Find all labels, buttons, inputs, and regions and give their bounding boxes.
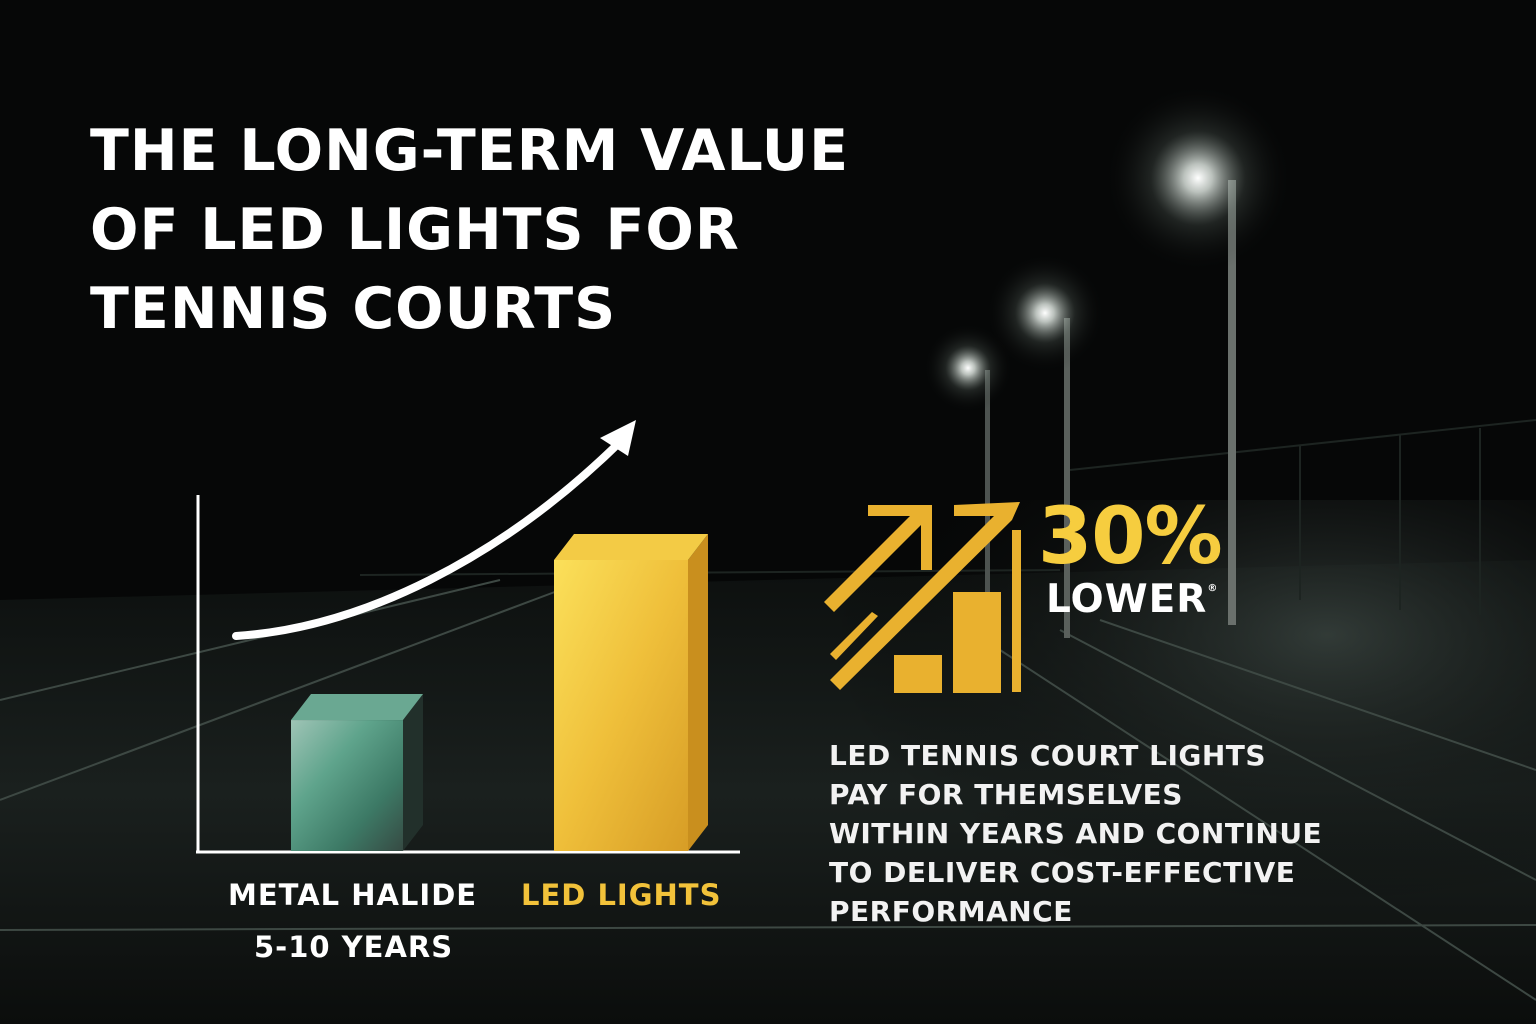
title-line: OF LED LIGHTS FOR	[90, 197, 740, 263]
bar-front	[554, 560, 688, 851]
bar-side	[688, 534, 708, 851]
light-poles	[923, 83, 1293, 638]
description-line: PERFORMANCE	[829, 895, 1073, 928]
description-line: PAY FOR THEMSELVES	[829, 778, 1183, 811]
description-line: WITHIN YEARS AND CONTINUE	[829, 817, 1323, 850]
category-label-led-lights: LED LIGHTS	[521, 878, 722, 912]
lamp-glow	[1103, 83, 1293, 273]
savings-label-text: LOWER	[1046, 577, 1208, 622]
bar-led-lights	[554, 534, 708, 851]
bar-top	[291, 694, 423, 721]
court-lines	[0, 579, 1536, 1001]
lamp-glow	[985, 253, 1105, 373]
bar-side	[403, 694, 423, 851]
savings-label: LOWER®	[1046, 577, 1218, 622]
title-line: THE LONG-TERM VALUE	[90, 118, 850, 184]
bar-metal-halide	[291, 694, 423, 851]
description-line: TO DELIVER COST-EFFECTIVE	[829, 856, 1296, 889]
title-line: TENNIS COURTS	[90, 276, 617, 342]
lamp-glow	[923, 323, 1013, 413]
description-line: LED TENNIS COURT LIGHTS	[829, 739, 1267, 772]
savings-percentage: 30%	[1038, 492, 1223, 582]
trend-arrow-curve	[232, 436, 626, 640]
bar-top	[554, 534, 708, 560]
trend-arrow-head-icon	[600, 420, 636, 456]
bar-front	[291, 720, 403, 851]
category-label-metal-halide: METAL HALIDE	[228, 878, 478, 912]
description: LED TENNIS COURT LIGHTS PAY FOR THEMSELV…	[829, 736, 1322, 931]
registered-mark: ®	[1207, 583, 1219, 594]
page-title: THE LONG-TERM VALUE OF LED LIGHTS FOR TE…	[90, 112, 849, 349]
sublabel-metal-halide: 5-10 YEARS	[254, 930, 454, 964]
